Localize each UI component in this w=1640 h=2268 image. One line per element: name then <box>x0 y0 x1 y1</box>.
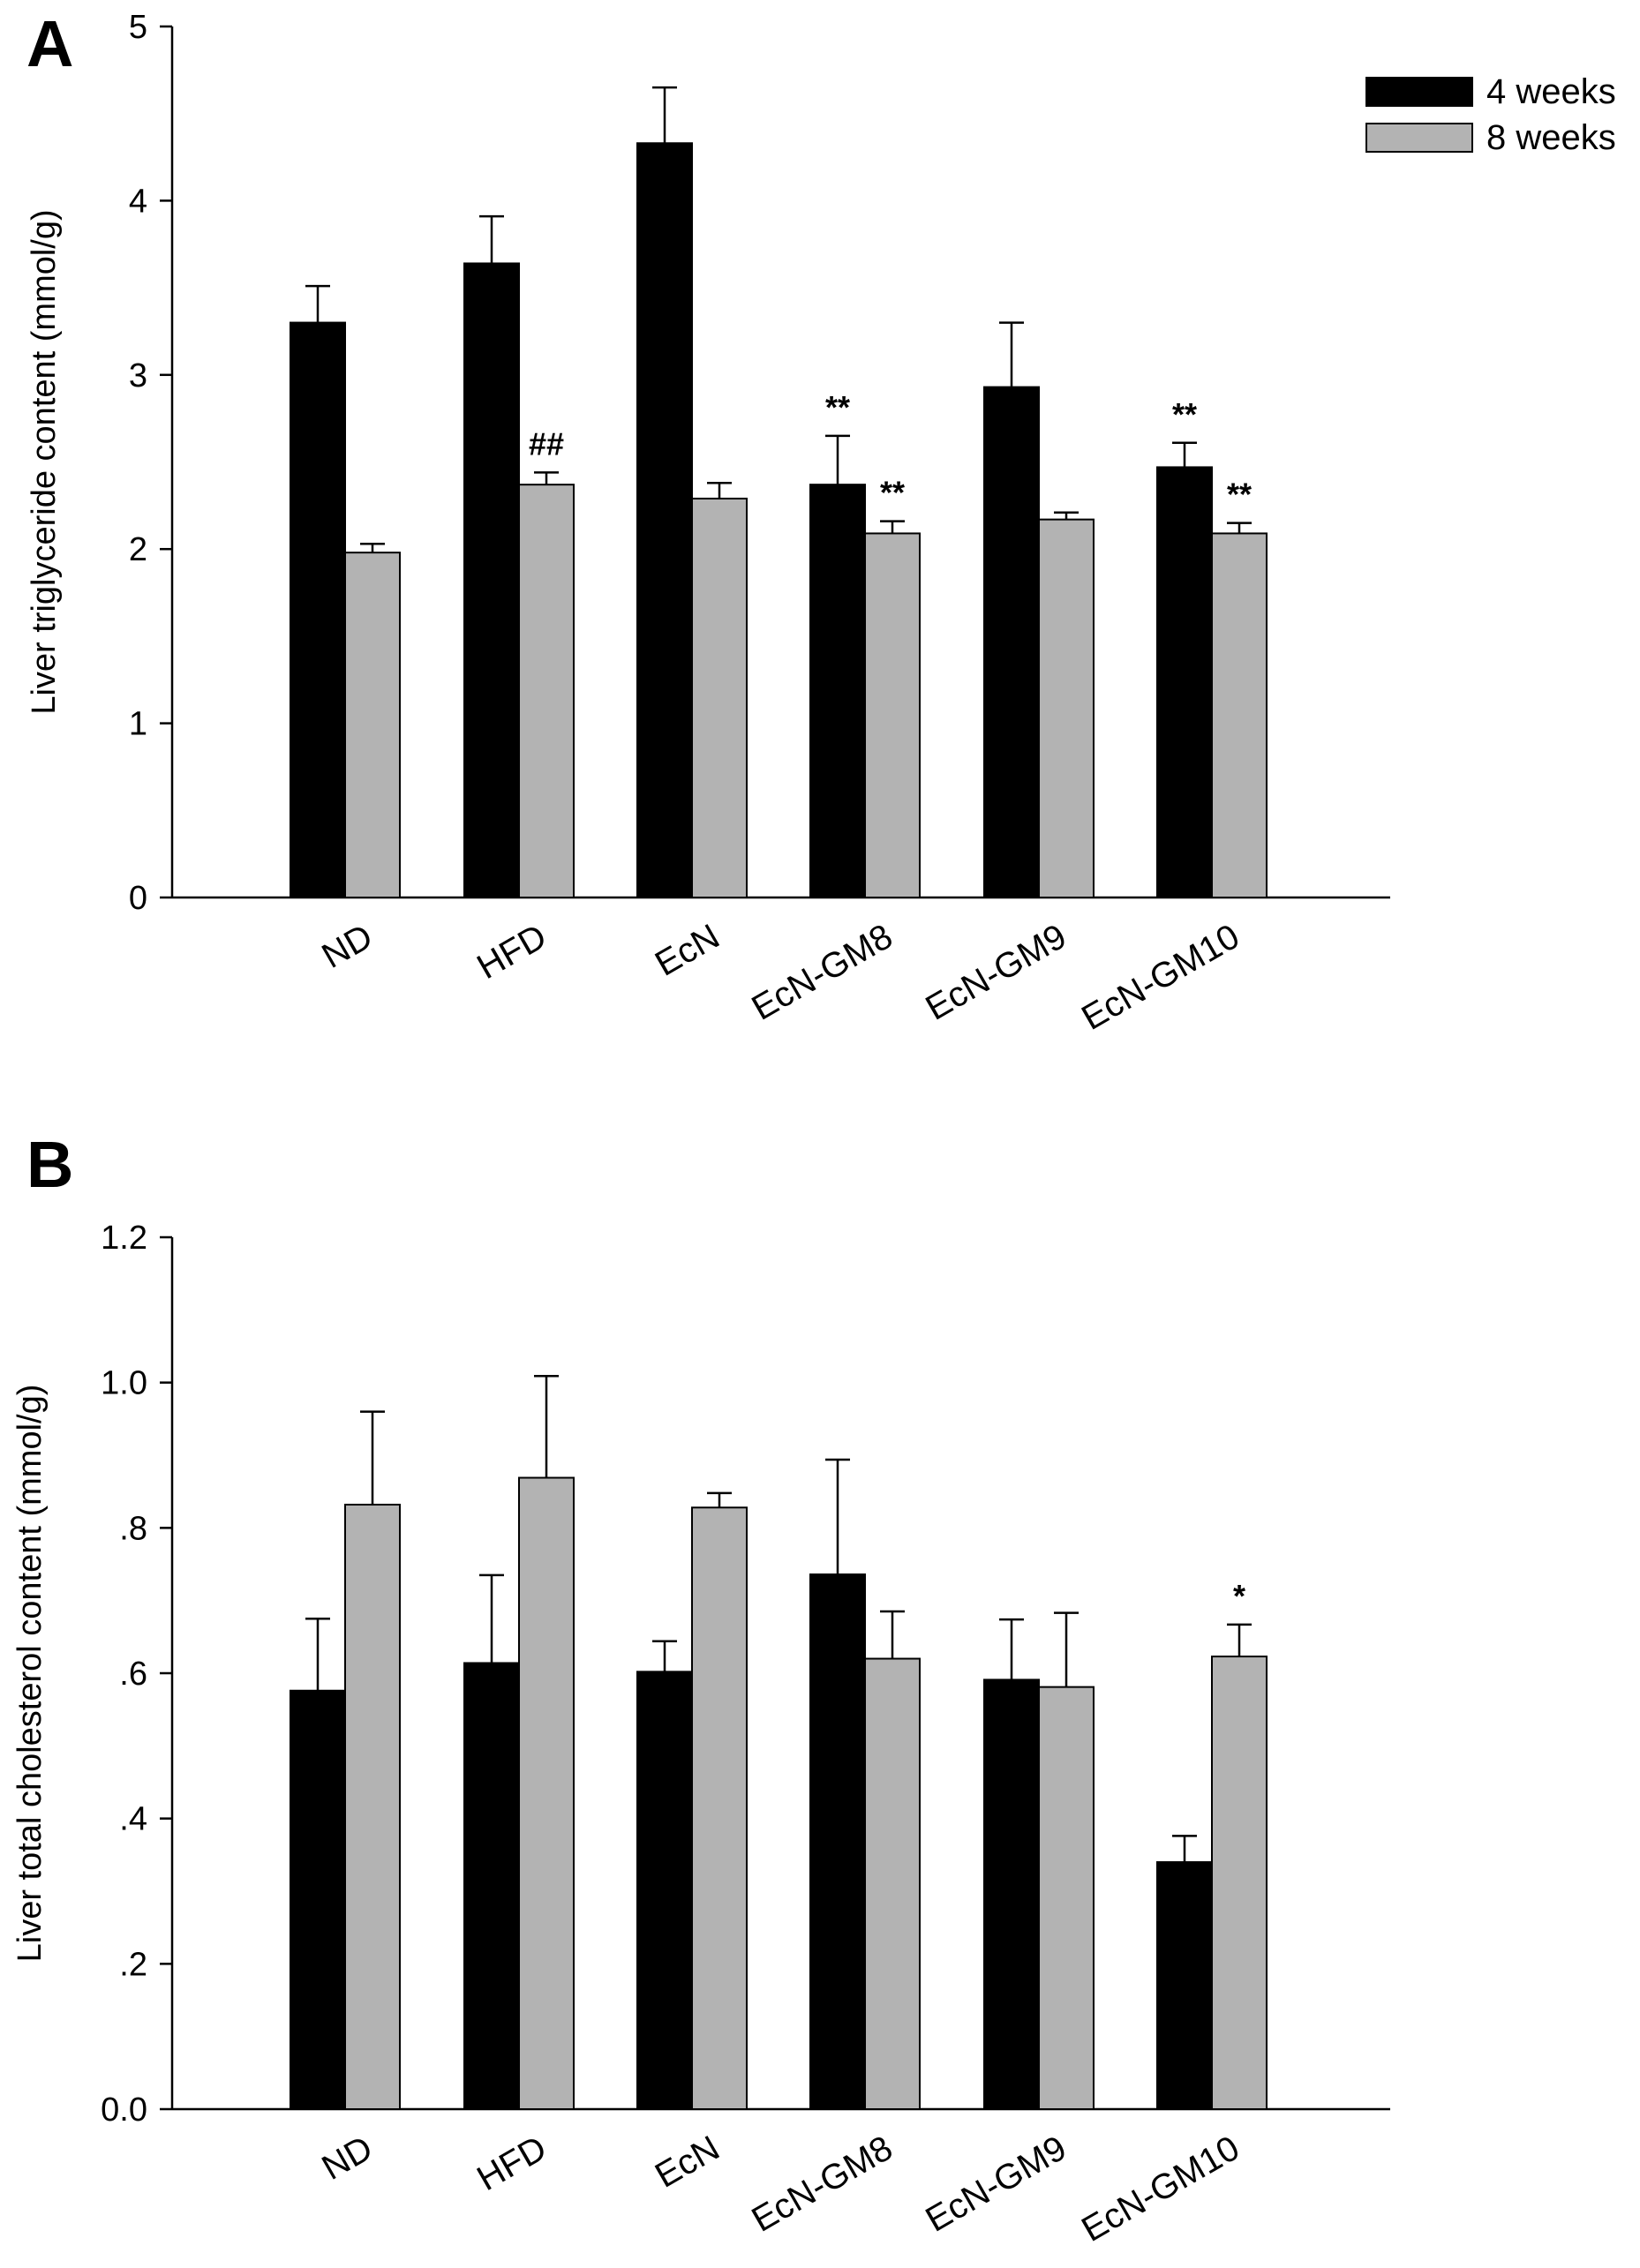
panel-a-significance-mark: ## <box>529 425 564 462</box>
panel-b-letter: B <box>26 1128 73 1201</box>
panel-b-y-tick-label: .6 <box>119 1656 147 1693</box>
panel-b-y-tick-label: .2 <box>119 1946 147 1983</box>
legend-swatch-4wk <box>1365 77 1473 107</box>
panel-a-y-tick-label: 3 <box>129 357 147 394</box>
panel-a-category-label: HFD <box>470 917 553 987</box>
panel-a-y-axis-title: Liver triglyceride content (mmol/g) <box>26 209 63 714</box>
panel-b-bar-ecn-gm10-8wk <box>1211 1656 1268 2110</box>
panel-b-significance-mark: * <box>1233 1578 1245 1614</box>
legend-swatch-8wk <box>1365 123 1473 153</box>
panel-a-category-label: EcN-GM8 <box>745 917 899 1028</box>
panel-a-bar-hfd-4wk <box>463 262 520 898</box>
panel-a-y-tick-label: 4 <box>129 183 147 220</box>
panel-a-significance-mark: ** <box>825 389 850 425</box>
panel-a-legend: 4 weeks 8 weeks <box>1365 72 1616 157</box>
panel-b-bar-nd-8wk <box>344 1503 401 2110</box>
panel-a-category-label: EcN-GM10 <box>1075 917 1245 1038</box>
panel-b-bar-ecn-gm8-8wk <box>864 1657 921 2110</box>
panel-a-letter: A <box>26 7 73 80</box>
panel-b-category-label: EcN-GM10 <box>1075 2129 1245 2249</box>
panel-a-category-label: EcN <box>649 917 726 984</box>
panel-b-bar-ecn-gm10-4wk <box>1156 1861 1213 2110</box>
panel-a-y-tick-label: 0 <box>129 880 147 917</box>
panel-b-y-tick-label: 1.2 <box>101 1220 147 1257</box>
panel-a-category-label: ND <box>315 917 379 976</box>
panel-a-bar-ecn-gm10-8wk <box>1211 532 1268 899</box>
panel-b-y-axis-title: Liver total cholesterol content (mmol/g) <box>11 1385 49 1963</box>
panel-a-bar-ecn-gm9-4wk <box>983 386 1040 899</box>
panel-a-bar-ecn-gm9-8wk <box>1038 518 1095 899</box>
panel-a-y-tick-label: 5 <box>129 9 147 46</box>
panel-b-category-label: HFD <box>470 2129 553 2198</box>
panel-a-y-tick-label: 1 <box>129 706 147 743</box>
panel-a-significance-mark: ** <box>880 475 905 511</box>
panel-b-category-label: EcN-GM9 <box>919 2129 1072 2240</box>
panel-a-category-label: EcN-GM9 <box>919 917 1072 1028</box>
panel-b-bar-ecn-gm9-8wk <box>1038 1686 1095 2110</box>
legend-label-4wk: 4 weeks <box>1486 72 1616 111</box>
panel-a-bar-nd-4wk <box>290 321 346 898</box>
panel-a-bar-ecn-gm8-4wk <box>809 484 866 898</box>
panel-b-y-tick-label: .4 <box>119 1801 147 1838</box>
panel-a-y-tick-label: 2 <box>129 531 147 568</box>
panel-a-bar-ecn-8wk <box>691 497 748 898</box>
panel-a-significance-mark: ** <box>1172 396 1197 432</box>
panel-a-bar-ecn-gm8-8wk <box>864 532 921 899</box>
panel-a-bar-ecn-gm10-4wk <box>1156 466 1213 898</box>
panel-b-chart: B 0.0 .2 .4 .6 .8 1.0 1.2 Liver total cholestero… <box>11 1128 1390 2249</box>
panel-b-bar-ecn-gm8-4wk <box>809 1573 866 2110</box>
panel-b-y-tick-label: 1.0 <box>101 1365 147 1402</box>
panel-b-bar-ecn-4wk <box>636 1671 693 2111</box>
panel-b-bar-hfd-4wk <box>463 1662 520 2111</box>
panel-a-significance-mark: ** <box>1227 477 1252 513</box>
panel-b-bar-ecn-gm9-4wk <box>983 1678 1040 2111</box>
panel-a-chart: A 0 1 2 3 4 5 Liver triglyceride content (mmol/… <box>26 7 1616 1038</box>
panel-b-category-label: ND <box>315 2129 379 2188</box>
panel-b-bar-nd-4wk <box>290 1689 346 2110</box>
panel-b-y-tick-label: .8 <box>119 1510 147 1547</box>
panel-a-bar-nd-8wk <box>344 552 401 898</box>
panel-a-bar-ecn-4wk <box>636 142 693 898</box>
panel-b-bar-hfd-8wk <box>518 1476 575 2110</box>
legend-label-8wk: 8 weeks <box>1486 118 1616 157</box>
panel-b-category-label: EcN-GM8 <box>745 2129 899 2240</box>
panel-b-bar-ecn-8wk <box>691 1506 748 2110</box>
panel-b-y-tick-label: 0.0 <box>101 2092 147 2129</box>
panel-a-bar-hfd-8wk <box>518 484 575 898</box>
panel-b-category-label: EcN <box>649 2129 726 2196</box>
